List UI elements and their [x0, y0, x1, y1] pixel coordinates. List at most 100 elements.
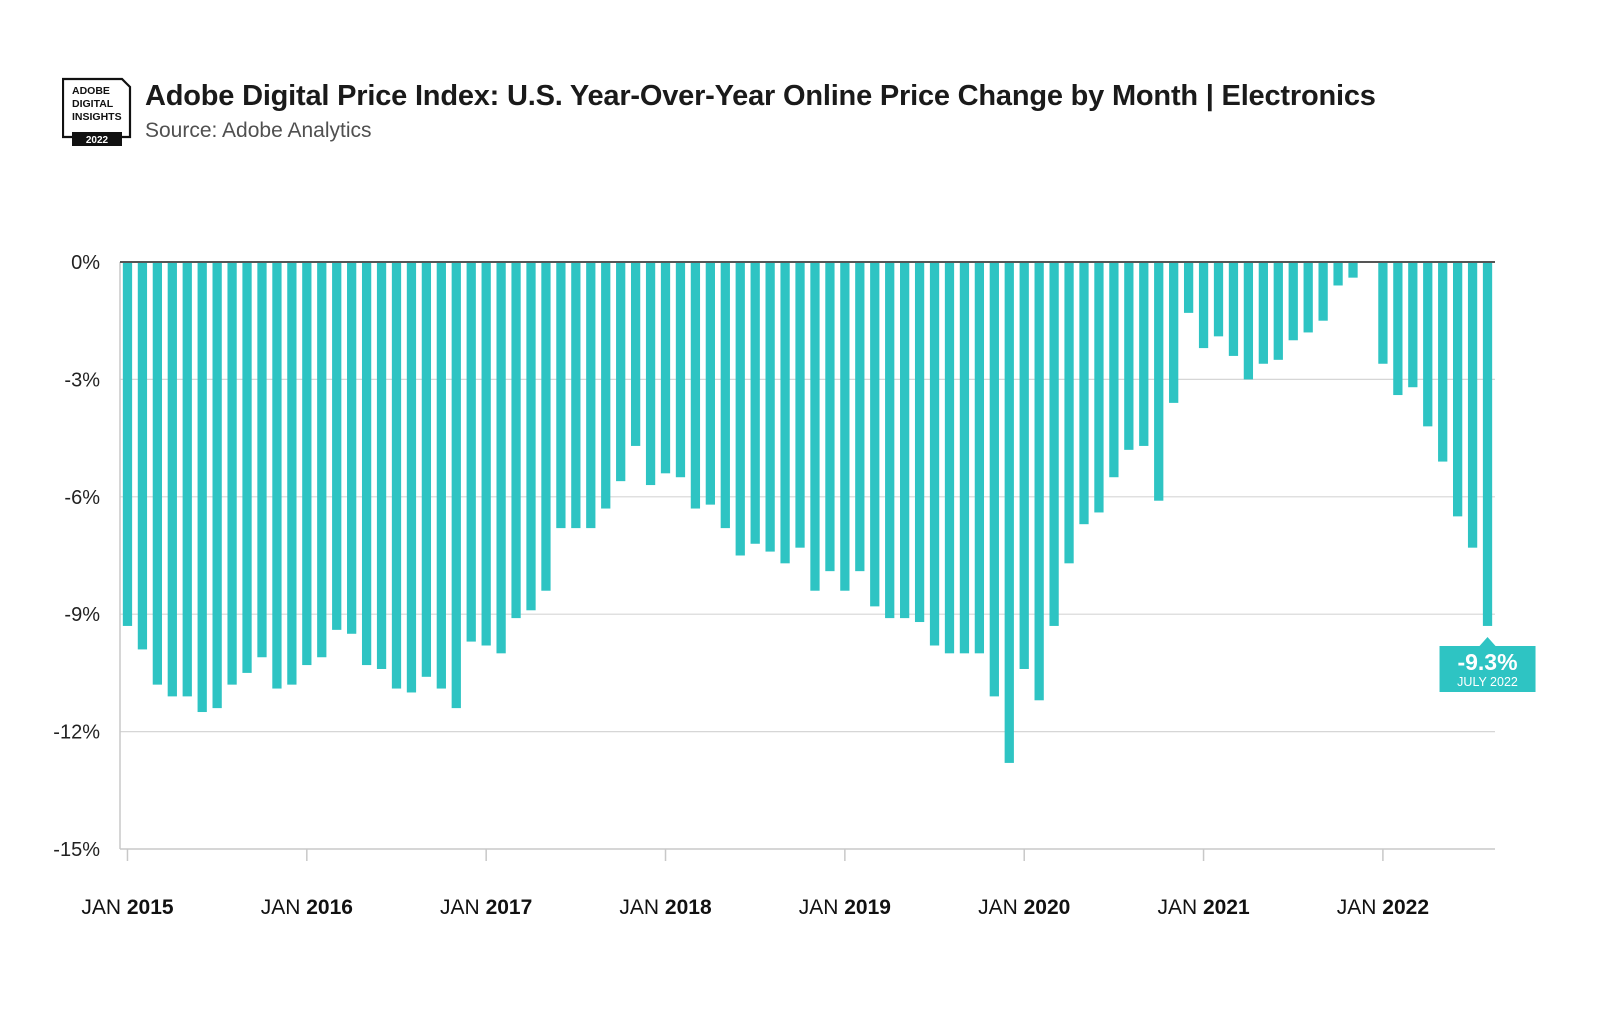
bar — [152, 262, 162, 685]
x-tick-prefix: JAN — [978, 896, 1024, 919]
bar — [840, 262, 850, 591]
bar — [556, 262, 566, 529]
bar — [720, 262, 730, 529]
bar — [1228, 262, 1239, 356]
bar — [825, 262, 835, 572]
x-tick-label: JAN 2019 — [799, 896, 891, 919]
bar — [1243, 262, 1254, 380]
bar — [137, 262, 148, 650]
bar — [1034, 262, 1044, 701]
callout-value: -9.3% — [1457, 649, 1517, 675]
bar — [750, 262, 760, 544]
bar — [1408, 262, 1418, 388]
logo-line-adobe: ADOBE — [72, 85, 110, 97]
x-tick-label: JAN 2022 — [1337, 896, 1429, 919]
x-tick-year: 2020 — [1024, 896, 1071, 919]
x-tick-prefix: JAN — [619, 896, 665, 919]
bar — [451, 262, 461, 709]
bar — [795, 262, 805, 548]
bar — [959, 262, 970, 654]
bar — [630, 262, 641, 446]
bar — [272, 262, 282, 689]
bar — [944, 262, 955, 654]
bar — [765, 262, 775, 552]
bar — [1453, 262, 1463, 517]
x-tick-label: JAN 2018 — [619, 896, 712, 919]
bar — [511, 262, 521, 619]
bar — [376, 262, 387, 669]
bar — [900, 262, 910, 619]
bar — [302, 262, 312, 666]
x-tick-year: 2017 — [486, 896, 533, 919]
bar — [167, 262, 177, 697]
bar — [1109, 262, 1119, 478]
bar — [1004, 262, 1014, 763]
bar — [870, 262, 880, 607]
bar — [1303, 262, 1313, 333]
bar — [436, 262, 446, 689]
x-tick-year: 2016 — [306, 896, 353, 919]
bar — [1378, 262, 1388, 364]
bar — [1348, 262, 1358, 278]
x-tick-year: 2021 — [1203, 896, 1250, 919]
bar — [780, 262, 790, 564]
bar — [1139, 262, 1149, 446]
bar — [989, 262, 999, 697]
x-tick-label: JAN 2020 — [978, 896, 1070, 919]
bar — [1124, 262, 1134, 450]
bar — [675, 262, 686, 478]
x-tick-prefix: JAN — [81, 896, 127, 919]
bar — [690, 262, 701, 509]
x-tick-prefix: JAN — [1157, 896, 1203, 919]
bar — [1049, 262, 1059, 626]
bar — [660, 262, 671, 474]
x-tick-year: 2018 — [665, 896, 712, 919]
bar — [182, 262, 192, 697]
x-tick-label: JAN 2017 — [440, 896, 532, 919]
bar — [1094, 262, 1104, 513]
bar — [810, 262, 820, 591]
bar — [1079, 262, 1089, 525]
bar — [242, 262, 252, 673]
y-tick-label: -3% — [64, 369, 100, 391]
chart-title: Adobe Digital Price Index: U.S. Year-Ove… — [145, 80, 1376, 112]
bar — [391, 262, 402, 689]
x-tick-year: 2022 — [1382, 896, 1429, 919]
bar — [496, 262, 506, 654]
callout-date: JULY 2022 — [1457, 675, 1518, 689]
x-tick-prefix: JAN — [1337, 896, 1383, 919]
bar — [1482, 262, 1493, 626]
bar — [571, 262, 581, 529]
x-tick-year: 2019 — [844, 896, 891, 919]
bar — [1423, 262, 1433, 427]
y-tick-label: -15% — [53, 839, 100, 861]
bar — [885, 262, 895, 619]
bar — [601, 262, 611, 509]
bar — [914, 262, 925, 623]
bar — [1213, 262, 1224, 337]
y-tick-label: -12% — [53, 722, 100, 744]
bar — [526, 262, 536, 611]
bar — [1318, 262, 1328, 321]
bar — [1273, 262, 1283, 360]
x-tick-label: JAN 2016 — [261, 896, 353, 919]
bar — [974, 262, 985, 654]
bar — [929, 262, 940, 646]
logo-line-digital: DIGITAL — [72, 98, 114, 110]
bar — [466, 262, 476, 642]
bar — [361, 262, 372, 666]
chart-subtitle: Source: Adobe Analytics — [145, 119, 372, 142]
bar — [212, 262, 222, 709]
bar — [735, 262, 745, 556]
logo-year: 2022 — [86, 135, 109, 146]
bar — [287, 262, 297, 685]
y-tick-label: -6% — [64, 487, 100, 509]
x-tick-prefix: JAN — [440, 896, 486, 919]
bar — [197, 262, 207, 713]
bar — [406, 262, 417, 693]
callout-box — [1439, 636, 1536, 692]
logo-line-insights: INSIGHTS — [72, 111, 122, 123]
bar — [257, 262, 267, 658]
bar — [481, 262, 491, 646]
